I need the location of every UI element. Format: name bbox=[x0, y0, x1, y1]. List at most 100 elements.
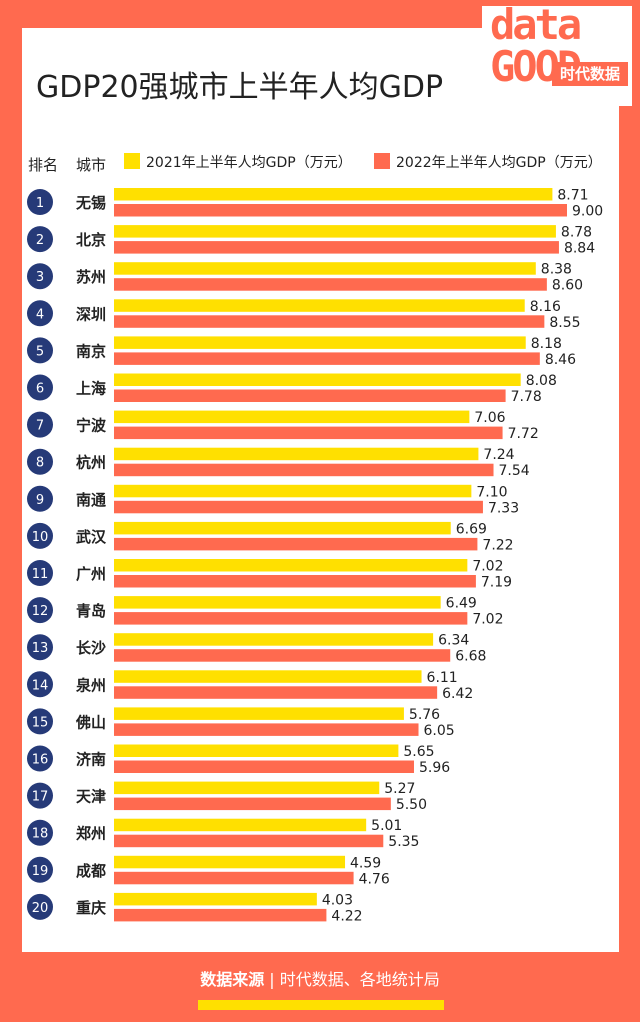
legend-2022-label: 2022年上半年人均GDP（万元） bbox=[396, 155, 602, 171]
bar-2021 bbox=[114, 336, 526, 349]
rank-circle bbox=[27, 745, 53, 772]
rank-number: 2 bbox=[36, 233, 44, 248]
source-label: 数据来源 bbox=[200, 970, 265, 989]
rank-number: 10 bbox=[32, 530, 49, 545]
value-label-2022: 7.19 bbox=[481, 575, 512, 591]
rank-circle bbox=[27, 671, 53, 698]
value-label-2021: 6.34 bbox=[438, 633, 469, 649]
bar-2021 bbox=[114, 447, 479, 461]
bar-2022 bbox=[114, 575, 476, 588]
rank-circle bbox=[27, 819, 53, 846]
city-label: 苏州 bbox=[76, 268, 106, 286]
value-label-2022: 8.55 bbox=[549, 315, 580, 331]
value-label-2022: 5.50 bbox=[396, 797, 427, 813]
bar-2021 bbox=[114, 818, 367, 832]
rank-number: 7 bbox=[36, 419, 44, 434]
rank-circle bbox=[27, 634, 53, 661]
city-label: 长沙 bbox=[76, 639, 106, 657]
city-label: 郑州 bbox=[76, 825, 106, 843]
city-label: 南京 bbox=[76, 342, 106, 360]
rank-number: 17 bbox=[32, 790, 49, 805]
value-label-2021: 5.27 bbox=[384, 781, 415, 797]
value-label-2021: 6.11 bbox=[427, 670, 458, 686]
value-label-2022: 8.46 bbox=[545, 352, 576, 368]
city-label: 武汉 bbox=[76, 528, 107, 546]
city-label: 佛山 bbox=[75, 713, 106, 731]
rank-circle bbox=[27, 708, 53, 735]
bar-2022 bbox=[114, 500, 483, 514]
logo-top-text: data bbox=[490, 0, 582, 49]
rank-number: 13 bbox=[32, 641, 49, 656]
city-label: 天津 bbox=[76, 788, 106, 806]
rank-circle bbox=[27, 263, 53, 290]
bar-2022 bbox=[114, 315, 545, 328]
bar-2022 bbox=[114, 426, 503, 440]
rank-number: 8 bbox=[36, 456, 44, 471]
bar-2021 bbox=[114, 262, 536, 275]
city-label: 北京 bbox=[76, 231, 106, 249]
logo-background bbox=[482, 6, 632, 106]
rank-number: 11 bbox=[32, 567, 49, 582]
rank-number: 4 bbox=[36, 307, 44, 322]
page-title: GDP20强城市上半年人均GDP bbox=[36, 70, 444, 105]
bar-2021 bbox=[114, 781, 380, 795]
rank-number: 12 bbox=[32, 604, 49, 619]
city-label: 杭州 bbox=[76, 454, 106, 472]
value-label-2021: 7.02 bbox=[472, 559, 503, 575]
bar-2021 bbox=[114, 410, 470, 424]
rank-circle bbox=[27, 560, 53, 586]
value-label-2021: 4.59 bbox=[350, 855, 381, 871]
bar-2021 bbox=[114, 521, 451, 535]
bar-2022 bbox=[114, 389, 506, 402]
bar-2021 bbox=[114, 299, 525, 312]
value-label-2021: 4.03 bbox=[322, 892, 353, 908]
city-label: 无锡 bbox=[75, 194, 106, 212]
city-label: 南通 bbox=[76, 491, 106, 509]
value-label-2022: 4.76 bbox=[359, 871, 390, 887]
bar-2021 bbox=[114, 559, 468, 572]
value-label-2021: 8.18 bbox=[531, 336, 562, 352]
bar-2021 bbox=[114, 633, 434, 646]
rank-circle bbox=[27, 374, 53, 401]
rank-circle bbox=[27, 597, 53, 624]
value-label-2022: 7.78 bbox=[511, 389, 542, 405]
value-label-2021: 6.49 bbox=[446, 596, 477, 612]
city-label: 青岛 bbox=[76, 602, 106, 620]
value-label-2021: 8.38 bbox=[541, 262, 572, 278]
rank-circle bbox=[27, 300, 53, 327]
source-note: 数据来源 | 时代数据、各地统计局 bbox=[0, 966, 640, 990]
bar-2022 bbox=[114, 834, 384, 848]
value-label-2021: 7.06 bbox=[474, 410, 505, 426]
rank-number: 3 bbox=[36, 270, 44, 285]
value-label-2021: 7.10 bbox=[476, 484, 507, 500]
value-label-2022: 7.54 bbox=[499, 463, 530, 479]
legend-2021: 2021年上半年人均GDP（万元） bbox=[124, 152, 352, 172]
value-label-2022: 7.22 bbox=[482, 537, 513, 553]
bar-2021 bbox=[114, 855, 346, 869]
rank-circle bbox=[27, 448, 53, 475]
value-label-2021: 5.01 bbox=[371, 818, 402, 834]
rank-number: 14 bbox=[32, 678, 49, 693]
value-label-2022: 6.05 bbox=[424, 723, 455, 739]
city-label: 重庆 bbox=[76, 899, 106, 917]
bar-2021 bbox=[114, 707, 404, 720]
rank-number: 16 bbox=[32, 753, 49, 768]
rank-number: 20 bbox=[32, 901, 49, 916]
city-label: 泉州 bbox=[75, 676, 106, 694]
value-label-2022: 6.68 bbox=[455, 649, 486, 665]
bar-2021 bbox=[114, 670, 422, 683]
value-label-2022: 8.60 bbox=[552, 278, 583, 294]
bar-2021 bbox=[114, 596, 441, 609]
bar-2021 bbox=[114, 744, 399, 757]
value-label-2021: 5.76 bbox=[409, 707, 440, 723]
bar-2021 bbox=[114, 892, 317, 906]
rank-number: 15 bbox=[32, 715, 49, 730]
city-label: 宁波 bbox=[76, 417, 107, 435]
bar-2022 bbox=[114, 871, 354, 885]
value-label-2021: 8.78 bbox=[561, 225, 592, 241]
rank-circle bbox=[27, 337, 53, 364]
bar-2022 bbox=[114, 760, 414, 773]
source-text: 时代数据、各地统计局 bbox=[279, 970, 440, 989]
value-label-2021: 5.65 bbox=[403, 744, 434, 760]
